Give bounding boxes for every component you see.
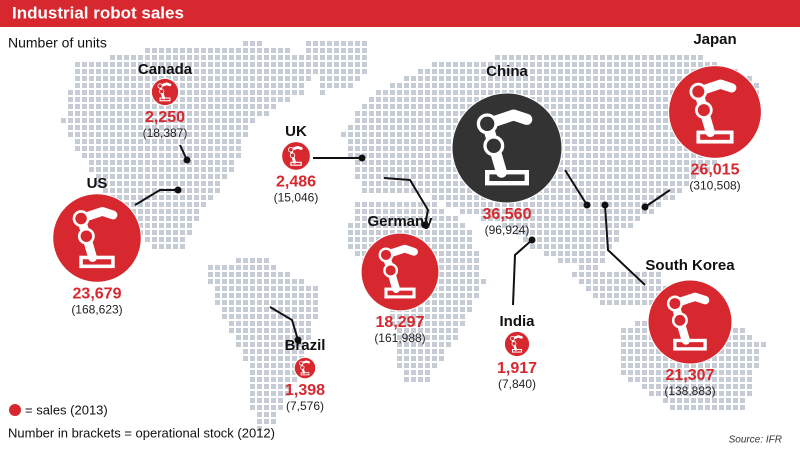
leader-line <box>269 306 299 341</box>
leader-dot <box>641 203 649 211</box>
leader-dot <box>174 186 182 194</box>
robot-joint <box>289 152 296 159</box>
sales-circle <box>52 193 142 283</box>
sales-circle <box>150 77 180 107</box>
robot-icon <box>689 79 737 144</box>
leader-dot <box>528 236 536 244</box>
legend-sales: = sales (2013) <box>25 402 108 417</box>
robot-joint <box>72 210 90 227</box>
sales-label: 23,679 <box>73 285 122 302</box>
sales-circle <box>281 141 311 171</box>
leader-dot <box>421 221 429 229</box>
stock-label: (7,576) <box>286 399 324 413</box>
leader-dot <box>294 336 302 344</box>
sales-circle <box>668 65 762 159</box>
robot-joint <box>483 135 505 157</box>
countries: Canada 2,250(18,387) US 23,679(168,623) UK 2,… <box>52 31 762 413</box>
robot-joint <box>300 365 305 370</box>
country-name: US <box>87 175 108 192</box>
sales-circle <box>503 330 531 358</box>
robot-joint <box>476 113 498 135</box>
leader-dot <box>583 201 591 209</box>
sales-circle <box>451 92 563 204</box>
robot-icon <box>157 82 172 102</box>
robot-joint <box>671 312 688 329</box>
subtitle: Number of units <box>8 35 107 51</box>
stock-label: (310,508) <box>689 179 740 193</box>
robot-joint <box>378 247 394 263</box>
robot-joint <box>695 101 713 119</box>
country-name: China <box>486 63 528 80</box>
sales-circle <box>293 356 317 380</box>
robot-joint <box>689 82 708 101</box>
sales-label: 36,560 <box>483 206 532 223</box>
sales-label: 1,398 <box>285 382 325 399</box>
leader-line <box>644 189 671 208</box>
stock-label: (168,623) <box>71 302 122 316</box>
robot-icon <box>299 360 310 376</box>
sales-label: 2,486 <box>276 174 316 191</box>
sales-label: 26,015 <box>691 162 740 179</box>
sales-label: 21,307 <box>666 367 715 384</box>
leader-line <box>134 189 178 206</box>
leader-line <box>564 169 588 206</box>
robot-joint <box>510 336 515 341</box>
header-bar <box>0 0 800 27</box>
country-name: Canada <box>138 61 193 78</box>
stock-label: (161,988) <box>374 331 425 345</box>
robot-joint <box>157 83 163 89</box>
robot-joint <box>511 341 517 346</box>
country-name: UK <box>285 123 307 140</box>
sales-label: 2,250 <box>145 109 185 126</box>
country-name: India <box>499 313 535 330</box>
country-name: Japan <box>693 31 736 48</box>
robot-joint <box>288 146 294 153</box>
leader-line <box>604 204 646 286</box>
country-name: South Korea <box>645 257 735 274</box>
sales-circle <box>360 232 440 312</box>
robot-icon <box>476 109 533 186</box>
sales-circle <box>647 279 733 365</box>
robot-icon <box>288 145 303 166</box>
leader-dot <box>601 201 609 209</box>
robot-icon <box>510 335 523 353</box>
stock-label: (15,046) <box>274 191 319 205</box>
robot-icon <box>666 292 710 351</box>
robot-joint <box>159 88 165 95</box>
leader-dot <box>183 156 191 164</box>
robot-joint <box>77 227 95 245</box>
leader-lines <box>134 144 671 344</box>
robot-joint <box>299 361 304 366</box>
robot-icon <box>378 244 418 299</box>
title: Industrial robot sales <box>12 3 184 22</box>
source: Source: IFR <box>729 435 782 446</box>
stock-label: (138,883) <box>664 384 715 398</box>
robot-joint <box>666 295 683 312</box>
robot-icon <box>72 207 118 269</box>
stock-label: (7,840) <box>498 377 536 391</box>
stock-label: (18,387) <box>143 126 188 140</box>
country-name: Brazil <box>285 337 326 354</box>
sales-label: 1,917 <box>497 360 537 377</box>
sales-label: 18,297 <box>376 314 425 331</box>
leader-line <box>512 239 533 306</box>
legend-icon <box>9 404 21 416</box>
leader-dot <box>358 154 366 162</box>
robot-joint <box>383 263 399 278</box>
country-name: Germany <box>367 213 433 230</box>
legend-stock: Number in brackets = operational stock (… <box>8 425 275 440</box>
leader-line <box>383 177 430 226</box>
stock-label: (96,924) <box>485 223 530 237</box>
